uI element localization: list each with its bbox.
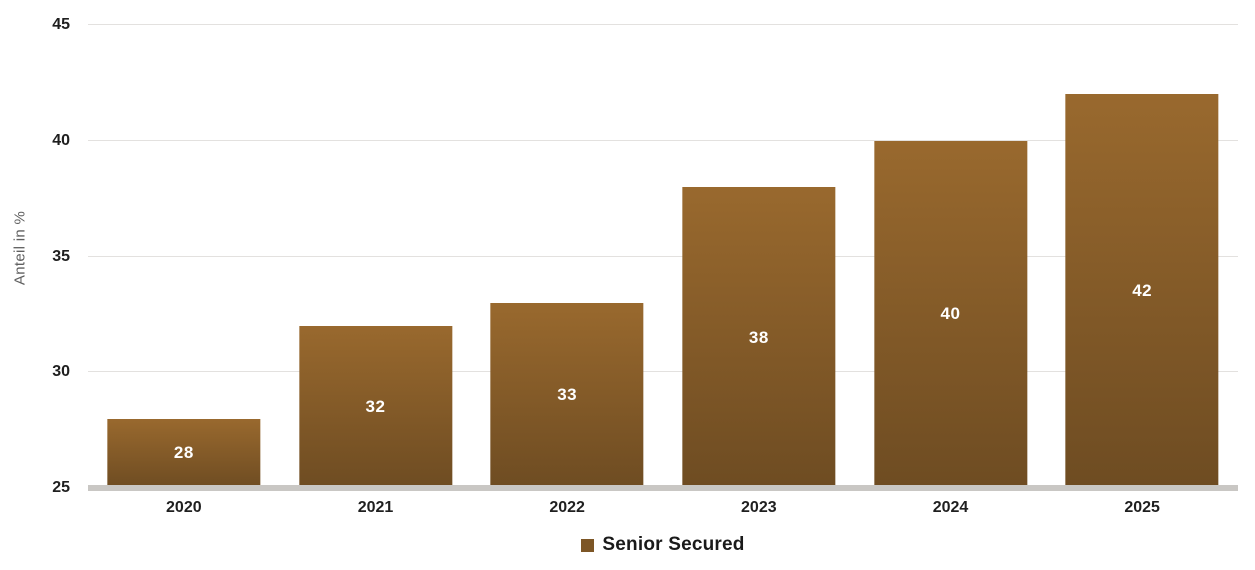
bar-value-label: 42 — [1132, 281, 1153, 301]
gridline — [88, 255, 1238, 257]
x-axis-baseline — [88, 485, 1238, 491]
bar-value-label: 33 — [557, 385, 578, 405]
gridline — [88, 371, 1238, 373]
plot-area: 28 2020 32 2021 33 2022 38 2023 40 2024 42 2025 — [88, 24, 1238, 516]
y-tick-label: 25 — [52, 479, 70, 496]
gridline — [88, 24, 1238, 25]
x-tick-label: 2025 — [1124, 499, 1160, 516]
x-tick-label: 2024 — [932, 499, 969, 516]
legend-series-label: Senior Secured — [602, 534, 745, 555]
x-tick-label: 2022 — [549, 499, 585, 516]
y-tick-label: 40 — [52, 131, 70, 149]
bar-value-label: 28 — [173, 443, 194, 463]
bar: 42 — [1065, 94, 1219, 488]
y-tick-label: 30 — [52, 363, 70, 381]
y-tick-label: 45 — [52, 16, 70, 33]
bar: 33 — [490, 302, 644, 488]
legend: Senior Secured — [88, 534, 1238, 556]
bar-value-label: 40 — [940, 304, 961, 324]
x-tick-label: 2023 — [741, 499, 777, 516]
bar: 38 — [682, 187, 836, 488]
y-axis: 25 30 35 40 45 — [0, 17, 70, 496]
bar: 28 — [107, 418, 261, 488]
y-tick-label: 35 — [52, 247, 70, 265]
bar: 32 — [298, 325, 453, 488]
legend-swatch-icon — [581, 538, 595, 552]
gridline — [88, 139, 1238, 141]
bar: 40 — [873, 140, 1028, 488]
bar-value-label: 38 — [748, 327, 769, 347]
x-tick-label: 2021 — [357, 499, 394, 516]
x-tick-label: 2020 — [166, 499, 202, 516]
bar-value-label: 32 — [365, 396, 386, 416]
